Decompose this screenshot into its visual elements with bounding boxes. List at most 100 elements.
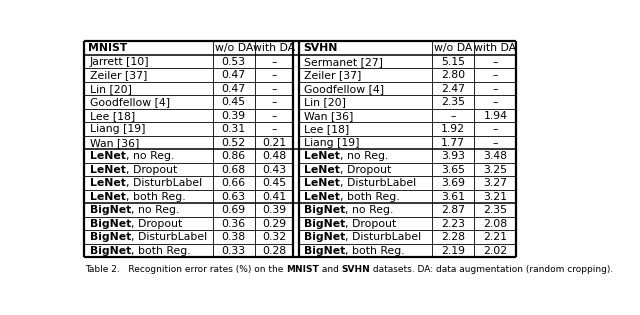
Text: 1.92: 1.92 [441, 124, 465, 134]
Text: 0.32: 0.32 [262, 232, 286, 242]
Text: Zeiler [37]: Zeiler [37] [90, 70, 147, 80]
Text: 0.29: 0.29 [262, 219, 286, 229]
Text: 3.25: 3.25 [483, 165, 508, 175]
Text: 2.28: 2.28 [441, 232, 465, 242]
Text: 0.63: 0.63 [221, 192, 246, 202]
Text: , DisturbLabel: , DisturbLabel [346, 232, 422, 242]
Text: Lin [20]: Lin [20] [304, 97, 346, 107]
Text: 3.27: 3.27 [483, 178, 508, 188]
Text: 2.02: 2.02 [483, 246, 508, 255]
Text: with DA: with DA [253, 43, 295, 53]
Text: LeNet: LeNet [90, 178, 126, 188]
Text: , Dropout: , Dropout [346, 219, 397, 229]
Text: –: – [271, 111, 276, 121]
Text: –: – [493, 138, 498, 148]
Text: 2.35: 2.35 [483, 205, 508, 215]
Text: 2.08: 2.08 [483, 219, 508, 229]
Text: 0.21: 0.21 [262, 138, 286, 148]
Text: 3.93: 3.93 [441, 151, 465, 161]
Text: –: – [451, 111, 456, 121]
Text: –: – [493, 70, 498, 80]
Text: –: – [271, 57, 276, 67]
Text: 0.28: 0.28 [262, 246, 286, 255]
Text: , both Reg.: , both Reg. [346, 246, 405, 255]
Text: 2.21: 2.21 [483, 232, 508, 242]
Text: 3.61: 3.61 [441, 192, 465, 202]
Text: w/o DA: w/o DA [434, 43, 472, 53]
Text: 2.19: 2.19 [441, 246, 465, 255]
Text: 0.69: 0.69 [221, 205, 246, 215]
Text: Liang [19]: Liang [19] [90, 124, 145, 134]
Text: , no Reg.: , no Reg. [340, 151, 388, 161]
Text: , DisturbLabel: , DisturbLabel [126, 178, 202, 188]
Text: , Dropout: , Dropout [131, 219, 182, 229]
Text: 0.43: 0.43 [262, 165, 286, 175]
Text: 3.65: 3.65 [441, 165, 465, 175]
Text: LeNet: LeNet [90, 192, 126, 202]
Text: 0.66: 0.66 [221, 178, 246, 188]
Text: , both Reg.: , both Reg. [126, 192, 186, 202]
Text: w/o DA: w/o DA [214, 43, 253, 53]
Text: 3.69: 3.69 [441, 178, 465, 188]
Text: Lee [18]: Lee [18] [304, 124, 349, 134]
Text: –: – [493, 84, 498, 94]
Text: 0.36: 0.36 [221, 219, 246, 229]
Text: BigNet: BigNet [90, 232, 131, 242]
Text: –: – [271, 97, 276, 107]
Text: 0.41: 0.41 [262, 192, 286, 202]
Text: LeNet: LeNet [304, 165, 340, 175]
Text: 0.31: 0.31 [221, 124, 246, 134]
Text: MNIST: MNIST [88, 43, 127, 53]
Text: 0.39: 0.39 [221, 111, 246, 121]
Text: Zeiler [37]: Zeiler [37] [304, 70, 362, 80]
Text: LeNet: LeNet [90, 165, 126, 175]
Text: 0.45: 0.45 [221, 97, 246, 107]
Text: 0.47: 0.47 [221, 84, 246, 94]
Text: 0.53: 0.53 [221, 57, 246, 67]
Text: 0.48: 0.48 [262, 151, 286, 161]
Text: 2.87: 2.87 [441, 205, 465, 215]
Text: 0.38: 0.38 [221, 232, 246, 242]
Text: LeNet: LeNet [304, 192, 340, 202]
Text: Jarrett [10]: Jarrett [10] [90, 57, 150, 67]
Text: –: – [493, 57, 498, 67]
Text: with DA: with DA [474, 43, 516, 53]
Text: 3.21: 3.21 [483, 192, 508, 202]
Text: , both Reg.: , both Reg. [131, 246, 191, 255]
Text: Wan [36]: Wan [36] [90, 138, 140, 148]
Text: 1.94: 1.94 [483, 111, 508, 121]
Text: , Dropout: , Dropout [126, 165, 177, 175]
Text: 0.86: 0.86 [221, 151, 246, 161]
Text: 2.35: 2.35 [441, 97, 465, 107]
Text: Table 2.   Recognition error rates (%) on the: Table 2. Recognition error rates (%) on … [85, 265, 286, 274]
Text: 0.68: 0.68 [221, 165, 246, 175]
Text: 0.33: 0.33 [221, 246, 246, 255]
Text: BigNet: BigNet [304, 219, 346, 229]
Text: Lin [20]: Lin [20] [90, 84, 132, 94]
Text: BigNet: BigNet [90, 205, 131, 215]
Text: , DisturbLabel: , DisturbLabel [131, 232, 207, 242]
Text: –: – [493, 124, 498, 134]
Text: 3.48: 3.48 [483, 151, 508, 161]
Text: BigNet: BigNet [304, 246, 346, 255]
Text: , DisturbLabel: , DisturbLabel [340, 178, 416, 188]
Text: BigNet: BigNet [304, 205, 346, 215]
Text: , no Reg.: , no Reg. [131, 205, 180, 215]
Text: , no Reg.: , no Reg. [346, 205, 394, 215]
Text: LeNet: LeNet [304, 178, 340, 188]
Text: SVHN: SVHN [303, 43, 337, 53]
Text: 0.39: 0.39 [262, 205, 286, 215]
Text: , Dropout: , Dropout [340, 165, 391, 175]
Text: –: – [493, 97, 498, 107]
Text: 2.23: 2.23 [441, 219, 465, 229]
Text: BigNet: BigNet [90, 246, 131, 255]
Text: and: and [319, 265, 342, 274]
Text: 0.52: 0.52 [221, 138, 246, 148]
Text: Wan [36]: Wan [36] [304, 111, 353, 121]
Text: Sermanet [27]: Sermanet [27] [304, 57, 383, 67]
Text: 2.47: 2.47 [441, 84, 465, 94]
Text: BigNet: BigNet [304, 232, 346, 242]
Text: –: – [271, 70, 276, 80]
Text: LeNet: LeNet [304, 151, 340, 161]
Text: Lee [18]: Lee [18] [90, 111, 135, 121]
